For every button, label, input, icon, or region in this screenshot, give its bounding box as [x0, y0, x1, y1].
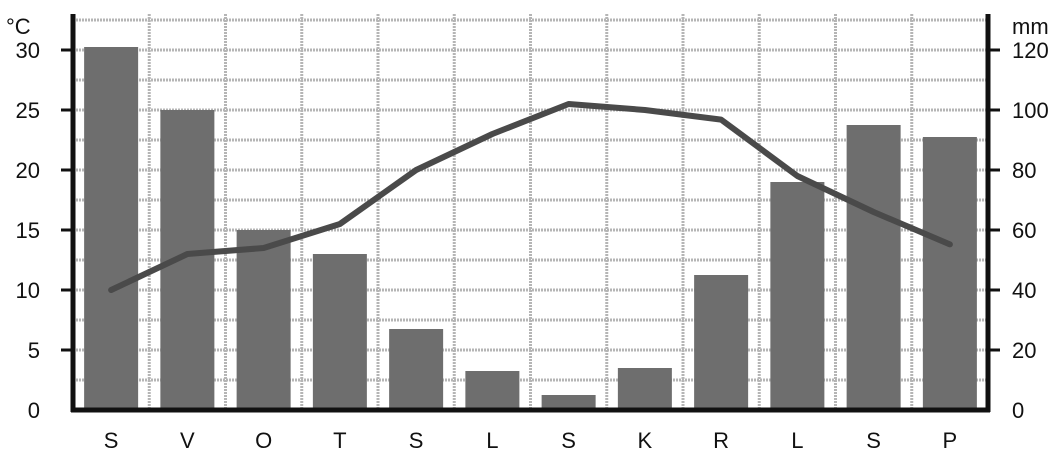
- precipitation-bar: [694, 275, 749, 410]
- precipitation-bar: [312, 254, 367, 410]
- x-tick-label: S: [104, 428, 119, 453]
- right-tick-label: 20: [1012, 338, 1036, 363]
- precipitation-bar: [389, 329, 444, 410]
- left-tick-label: 25: [16, 98, 40, 123]
- x-tick-label: T: [333, 428, 346, 453]
- right-tick-label: 0: [1012, 398, 1024, 423]
- precipitation-bar: [922, 137, 977, 410]
- left-tick-label: 10: [16, 278, 40, 303]
- right-tick-label: 60: [1012, 218, 1036, 243]
- precipitation-bar: [617, 368, 672, 410]
- x-tick-label: P: [943, 428, 958, 453]
- precipitation-bar: [236, 230, 291, 410]
- precipitation-bar: [770, 182, 825, 410]
- right-axis-ticks: 0 20 40 60 80 100 120: [988, 38, 1049, 423]
- x-tick-label: L: [486, 428, 498, 453]
- precipitation-bars: [84, 47, 977, 410]
- x-tick-label: R: [713, 428, 729, 453]
- x-tick-label: S: [561, 428, 576, 453]
- right-axis-unit: mm: [1012, 14, 1049, 39]
- precipitation-bar: [84, 47, 139, 410]
- precipitation-bar: [465, 371, 520, 410]
- x-tick-label: O: [255, 428, 272, 453]
- left-axis-unit: °C: [6, 14, 31, 39]
- x-tick-label: S: [866, 428, 881, 453]
- left-tick-label: 20: [16, 158, 40, 183]
- precipitation-bar: [541, 395, 596, 410]
- left-tick-label: 5: [28, 338, 40, 363]
- x-tick-label: V: [180, 428, 195, 453]
- temperature-line: [108, 101, 953, 293]
- left-tick-label: 0: [28, 398, 40, 423]
- left-tick-label: 30: [16, 38, 40, 63]
- chart-grid: [73, 14, 988, 410]
- chart-axes: [70, 14, 991, 413]
- x-tick-label: L: [791, 428, 803, 453]
- left-tick-label: 15: [16, 218, 40, 243]
- precipitation-bar: [846, 125, 901, 410]
- right-tick-label: 80: [1012, 158, 1036, 183]
- right-tick-label: 100: [1012, 98, 1049, 123]
- x-tick-label: S: [409, 428, 424, 453]
- x-tick-label: K: [638, 428, 653, 453]
- right-tick-label: 120: [1012, 38, 1049, 63]
- left-axis-ticks: 0 5 10 15 20 25 30: [16, 38, 73, 423]
- right-tick-label: 40: [1012, 278, 1036, 303]
